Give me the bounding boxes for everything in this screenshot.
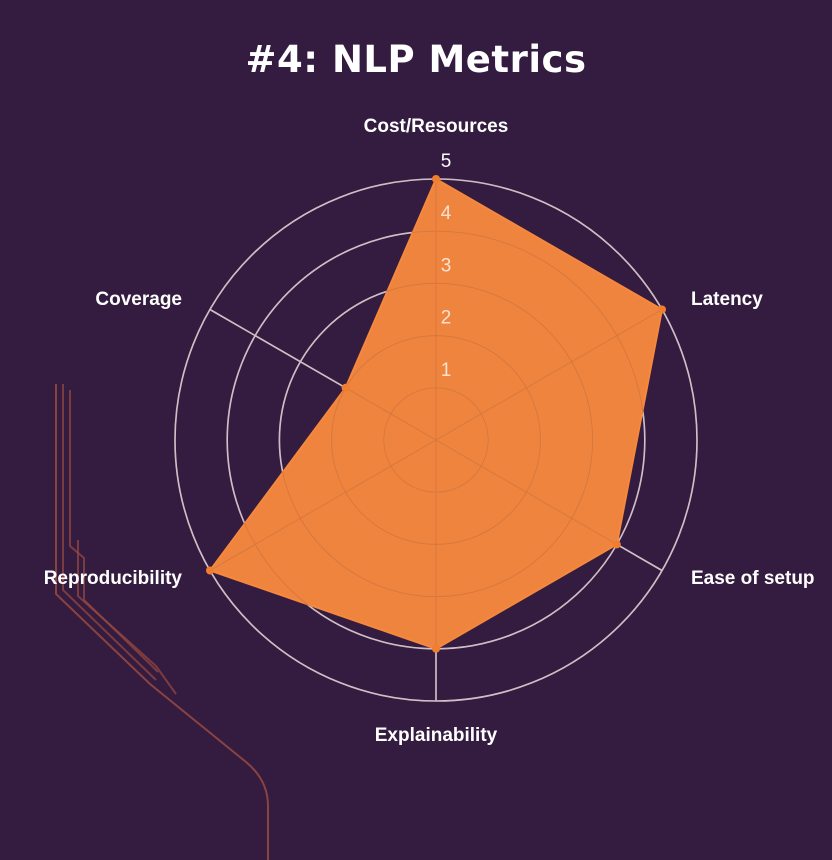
tick-label-4: 4 [441,203,452,224]
grid-ring-overlay [331,335,542,546]
spoke-overlay [209,439,437,572]
tick-label-2: 2 [441,308,452,329]
axis-label-explainability: Explainability [375,725,498,746]
axis-label-cost-resources: Cost/Resources [364,116,509,137]
data-point-5 [341,383,350,392]
data-point-3 [432,644,440,653]
radar-axis-labels: Cost/Resources Latency Ease of setup Explai… [44,116,815,746]
tick-label-3: 3 [441,255,452,276]
grid-overlay [174,178,698,702]
grid-ring-overlay [383,387,489,493]
axis-label-latency: Latency [691,289,763,310]
spoke-overlay [435,439,663,572]
chart-title: #4: NLP Metrics [245,38,587,81]
radar-data [174,175,698,702]
axis-label-coverage: Coverage [95,289,182,310]
radar-ticks: 1 2 3 4 5 [441,151,452,381]
data-point-1 [658,305,667,314]
tick-label-1: 1 [441,360,452,381]
circuit-line [62,384,157,681]
data-point-2 [612,540,621,549]
data-point-0 [432,175,440,183]
spoke-overlay [435,308,663,441]
data-point-4 [205,566,214,575]
axis-label-reproducibility: Reproducibility [44,568,183,589]
tick-label-5: 5 [441,151,452,172]
circuit-line [77,540,177,695]
axis-label-ease-of-setup: Ease of setup [691,568,815,589]
circuit-line [55,384,269,860]
circuit-line [69,390,159,673]
grid-ring-overlay [278,282,594,598]
spoke-overlay [209,308,437,441]
